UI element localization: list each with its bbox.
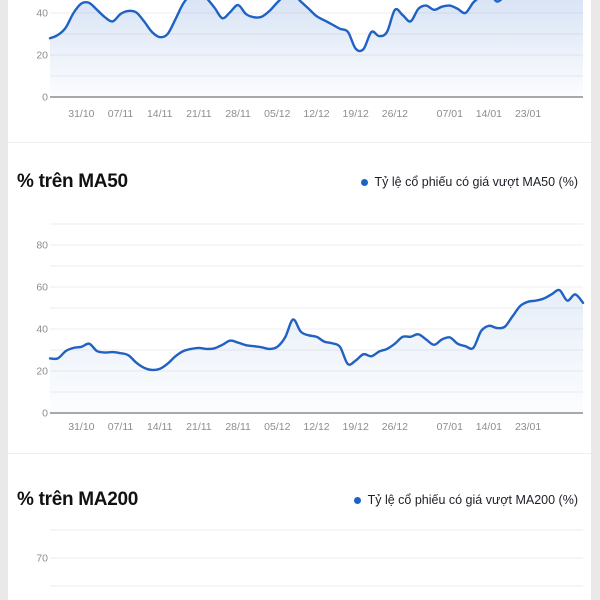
svg-text:07/11: 07/11 [108,108,134,120]
ma-breadth-chart-cropped[interactable]: 40 20 0 31/10 07/11 14/11 21/11 28/11 05/12 12/12… [0,0,600,135]
svg-text:28/11: 28/11 [225,108,251,120]
svg-text:60: 60 [36,282,48,294]
ma50-legend[interactable]: Tỷ lệ cổ phiếu có giá vượt MA50 (%) [360,175,578,189]
svg-text:14/01: 14/01 [476,421,502,433]
legend-dot-icon [353,496,361,504]
legend-dot-icon [360,178,368,186]
svg-text:40: 40 [36,324,48,336]
svg-text:14/01: 14/01 [476,108,502,120]
svg-text:0: 0 [42,408,48,420]
svg-text:19/12: 19/12 [343,108,369,120]
ma200-legend[interactable]: Tỷ lệ cổ phiếu có giá vượt MA200 (%) [353,493,578,507]
svg-text:05/12: 05/12 [264,108,290,120]
svg-text:21/11: 21/11 [186,108,212,120]
svg-text:21/11: 21/11 [186,421,212,433]
svg-text:40: 40 [36,8,48,20]
ma50-breadth-chart[interactable]: 80 60 40 20 0 31/10 07/11 14/11 21/11 28/11 05/12 1… [0,210,600,445]
svg-text:31/10: 31/10 [68,108,94,120]
ma50-chart-title: % trên MA50 [17,171,128,192]
svg-text:07/11: 07/11 [108,421,134,433]
content-card [8,0,591,600]
svg-text:05/12: 05/12 [264,421,290,433]
svg-text:07/01: 07/01 [437,108,463,120]
svg-text:12/12: 12/12 [303,108,329,120]
svg-text:12/12: 12/12 [303,421,329,433]
svg-text:31/10: 31/10 [68,421,94,433]
ma200-breadth-chart-cropped[interactable]: 70 [0,518,600,600]
section-divider [8,453,591,454]
svg-text:23/01: 23/01 [515,421,541,433]
svg-text:14/11: 14/11 [147,108,173,120]
svg-text:07/01: 07/01 [437,421,463,433]
ma200-legend-label: Tỷ lệ cổ phiếu có giá vượt MA200 (%) [367,493,578,507]
svg-text:20: 20 [36,366,48,378]
svg-text:28/11: 28/11 [225,421,251,433]
svg-text:14/11: 14/11 [147,421,173,433]
svg-text:26/12: 26/12 [382,108,408,120]
svg-text:26/12: 26/12 [382,421,408,433]
ma200-chart-title: % trên MA200 [17,489,138,510]
svg-text:19/12: 19/12 [343,421,369,433]
ma50-legend-label: Tỷ lệ cổ phiếu có giá vượt MA50 (%) [374,175,578,189]
svg-text:23/01: 23/01 [515,108,541,120]
ma200-section-header: % trên MA200 Tỷ lệ cổ phiếu có giá vượt … [8,478,591,522]
svg-text:0: 0 [42,92,48,104]
svg-text:70: 70 [36,553,48,565]
svg-text:20: 20 [36,50,48,62]
ma50-section-header: % trên MA50 Tỷ lệ cổ phiếu có giá vượt M… [8,160,591,204]
section-divider [8,142,591,143]
svg-text:80: 80 [36,240,48,252]
